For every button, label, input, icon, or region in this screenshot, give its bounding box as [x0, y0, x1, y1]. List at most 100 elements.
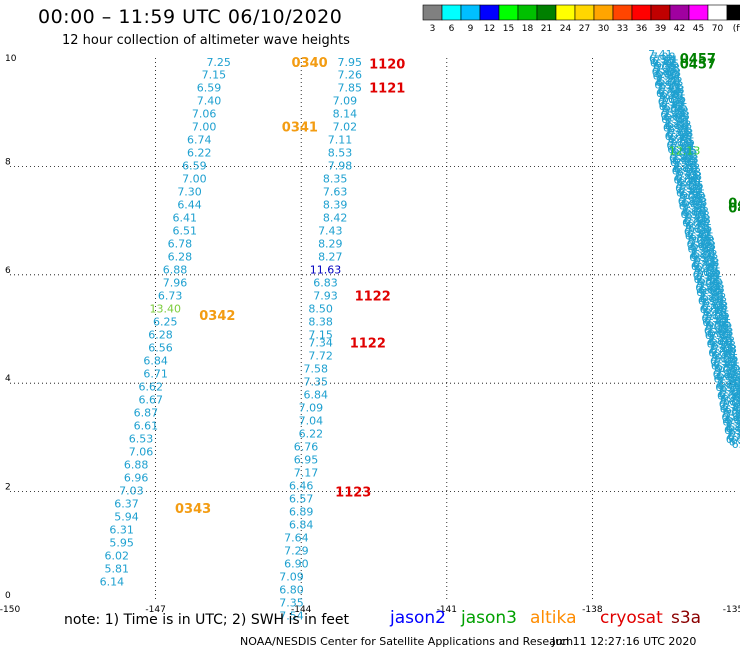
swh-value-dense: 7.33	[682, 202, 707, 215]
swh-value-dense: 6.92	[702, 301, 727, 314]
axis-ticks: -150 -147 -144 -141 -138 -135 0 2 4 6 8 10	[0, 54, 740, 615]
legend-cryosat: cryosat	[600, 608, 663, 628]
swh-value-dense: 6.68	[674, 163, 699, 176]
swh-value-dense: 7.33	[664, 116, 689, 129]
swh-value: 6.46	[289, 480, 314, 493]
colorbar-swatch	[650, 4, 671, 21]
colorbar-swatch	[726, 4, 740, 21]
legend-altika: altika	[530, 608, 577, 628]
swh-value: 6.78	[168, 237, 193, 250]
swh-value-dense: 6.95	[655, 58, 680, 71]
swh-value-dense: 7.41	[657, 71, 682, 84]
swh-value: 6.31	[109, 524, 134, 537]
swh-value-dense: 6.81	[713, 368, 738, 381]
swh-value-dense: 6.92	[667, 118, 692, 131]
colorbar-label: 42	[674, 24, 685, 34]
swh-value-dense: 6.95	[716, 371, 740, 384]
swh-value-dense: 6.95	[690, 231, 715, 244]
time-tag: 0342	[199, 309, 235, 324]
swh-value: 7.00	[192, 120, 217, 133]
time-tag: 1120	[369, 57, 405, 72]
swh-value: 6.28	[168, 250, 193, 263]
swh-value-dense: 6.55	[679, 199, 704, 212]
swh-value: 6.22	[187, 146, 212, 159]
swh-value-dense: 6.95	[681, 198, 706, 211]
colorbar-label: 27	[579, 24, 590, 34]
x-tick-label: -135	[723, 605, 740, 615]
swh-value-dense: 6.81	[687, 228, 712, 241]
colorbar-swatch	[555, 4, 576, 21]
swh-value-highlight: 12.13	[669, 144, 701, 157]
swh-value-dense: 7.08	[677, 191, 702, 204]
x-tick-label: -138	[582, 605, 603, 615]
swh-value-dense: 6.73	[720, 382, 740, 395]
swh-value-dense: 7.08	[730, 430, 740, 443]
swh-value: 6.84	[143, 354, 168, 367]
swh-value: 6.02	[105, 550, 130, 563]
swh-value: 6.90	[284, 558, 309, 571]
swh-value-dense: 6.81	[731, 434, 740, 447]
swh-value-dense: 6.55	[670, 156, 695, 169]
swh-value-dense: 6.68	[665, 110, 690, 123]
y-tick-label: 2	[5, 483, 11, 493]
swh-value-dense: 6.55	[732, 438, 740, 451]
y-tick-label: 0	[5, 591, 11, 601]
time-tags: 0340 0341 0342 0343 1120 1121 1122 1122 1123 0457…	[175, 52, 740, 517]
swh-value-dense: 6.55	[714, 372, 739, 385]
swh-value-dense: 7.21	[653, 74, 678, 87]
swh-value: 13.40	[150, 302, 182, 315]
swh-value: 7.96	[163, 276, 188, 289]
x-tick-label: -141	[437, 605, 457, 615]
colorbar-swatch	[517, 4, 538, 21]
swh-value-dense: 6.95	[672, 144, 697, 157]
swh-value-dense: 7.08	[721, 386, 740, 399]
swh-value-dense: 7.33	[656, 62, 681, 75]
swh-value-dense: 6.73	[676, 176, 701, 189]
swh-value-dense: 6.73	[729, 436, 740, 449]
swh-value-dense: 6.81	[695, 281, 720, 294]
swh-value: 6.61	[134, 419, 159, 432]
swh-value-dense: 6.68	[682, 217, 707, 230]
swh-value: 6.83	[313, 276, 338, 289]
swh-value: 6.51	[172, 224, 197, 237]
swh-value-dense: 6.92	[675, 182, 700, 195]
credit-agency: NOAA/NESDIS Center for Satellite Applica…	[240, 635, 574, 648]
swh-value-dense: 6.92	[701, 312, 726, 325]
wave-height-points: 7.257.156.597.407.067.006.746.226.597.00…	[100, 48, 740, 623]
swh-value: 6.74	[187, 133, 212, 146]
time-tag: 1122	[350, 337, 386, 352]
swh-value-dense: 7.21	[671, 150, 696, 163]
swh-value-dense: 6.92	[693, 269, 718, 282]
swh-value-dense: 7.08	[686, 224, 711, 237]
swh-value: 8.29	[318, 237, 343, 250]
swh-value-dense: 6.81	[661, 98, 686, 111]
swh-value-dense: 6.73	[702, 306, 727, 319]
swh-value: 7.30	[177, 185, 202, 198]
chart-subtitle: 12 hour collection of altimeter wave hei…	[62, 33, 350, 48]
swh-value-dense: 6.73	[659, 79, 684, 92]
swh-value-dense: 6.92	[702, 291, 727, 304]
swh-value-dense: 7.08	[703, 320, 728, 333]
swh-value-dense: 7.08	[669, 127, 694, 140]
swh-value-dense: 6.55	[723, 395, 740, 408]
swh-value-dense: 6.81	[722, 401, 740, 414]
swh-value-dense: 6.73	[677, 166, 702, 179]
y-tick-label: 10	[5, 54, 17, 64]
swh-value: 6.95	[294, 454, 319, 467]
swh-value: 8.50	[308, 302, 333, 315]
swh-value-dense: 7.08	[704, 300, 729, 313]
swh-value: 6.73	[158, 289, 183, 302]
swh-value: 7.58	[304, 363, 329, 376]
colorbar-label: 39	[655, 24, 667, 34]
swh-value-dense: 7.21	[715, 366, 740, 379]
swh-value-dense: 6.95	[698, 274, 723, 287]
swh-value-dense: 7.21	[671, 140, 696, 153]
colorbar-label: 21	[541, 24, 552, 34]
plot-grid	[10, 58, 738, 600]
colorbar-swatch	[441, 4, 462, 21]
swh-value-dense: 6.81	[678, 195, 703, 208]
footer-note: note: 1) Time is in UTC; 2) SWH is in fe…	[64, 612, 350, 628]
swh-value-dense: 6.92	[693, 258, 718, 271]
swh-value-dense: 7.41	[657, 91, 682, 104]
